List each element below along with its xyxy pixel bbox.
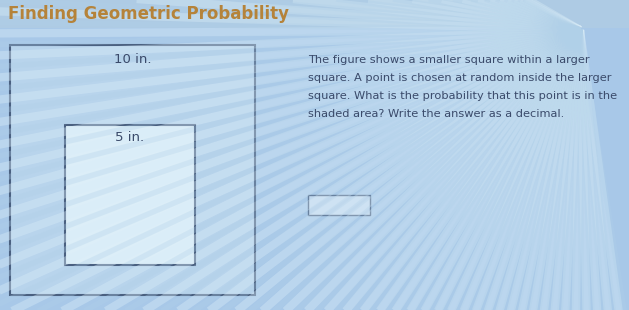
- Text: Finding Geometric Probability: Finding Geometric Probability: [8, 5, 289, 23]
- Text: square. What is the probability that this point is in the: square. What is the probability that thi…: [308, 91, 617, 101]
- Bar: [10, 45, 255, 295]
- Bar: [308, 195, 370, 215]
- Text: shaded area? Write the answer as a decimal.: shaded area? Write the answer as a decim…: [308, 109, 564, 119]
- Bar: [0, 0, 629, 28]
- Text: square. A point is chosen at random inside the larger: square. A point is chosen at random insi…: [308, 73, 611, 83]
- Text: 10 in.: 10 in.: [114, 53, 151, 66]
- Text: 5 in.: 5 in.: [116, 131, 145, 144]
- Bar: [65, 125, 195, 265]
- Text: The figure shows a smaller square within a larger: The figure shows a smaller square within…: [308, 55, 589, 65]
